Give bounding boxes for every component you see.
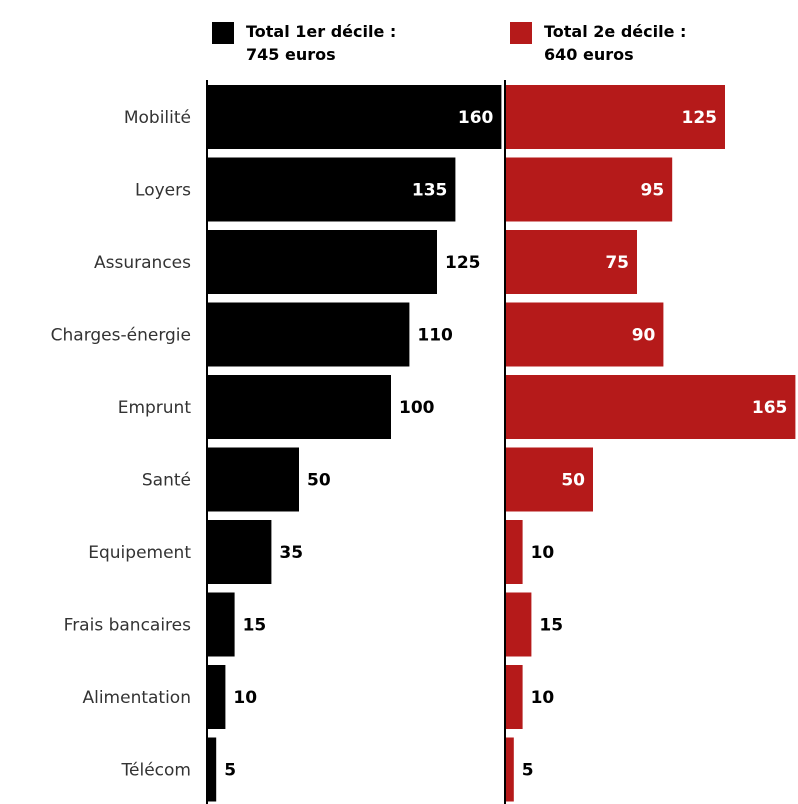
category-label: Emprunt: [118, 398, 192, 418]
category-label: Frais bancaires: [64, 616, 191, 636]
bar-decile-1: [207, 157, 456, 222]
category-label: Assurances: [94, 253, 191, 273]
bar-decile-1: [207, 375, 391, 439]
legend-item-decile-1: Total 1er décile : 745 euros: [212, 20, 396, 66]
bar-decile-2: [505, 157, 673, 222]
bar-decile-1: [207, 302, 410, 367]
value-label-decile-1: 135: [412, 181, 448, 201]
bar-decile-2: [505, 85, 725, 149]
legend-label-decile-1: Total 1er décile :: [246, 22, 397, 41]
legend-item-decile-2: Total 2e décile : 640 euros: [510, 20, 686, 66]
legend-swatch-decile-1: [212, 22, 234, 44]
value-label-decile-1: 15: [243, 616, 267, 636]
value-label-decile-1: 110: [417, 326, 453, 346]
value-label-decile-2: 90: [632, 326, 656, 346]
value-label-decile-1: 35: [279, 543, 303, 563]
value-label-decile-2: 125: [682, 108, 718, 128]
value-label-decile-2: 5: [522, 761, 534, 781]
value-label-decile-1: 100: [399, 398, 435, 418]
category-label: Equipement: [88, 543, 191, 563]
legend-swatch-decile-2: [510, 22, 532, 44]
value-label-decile-2: 10: [531, 688, 555, 708]
value-label-decile-2: 50: [561, 471, 585, 491]
bar-decile-2: [505, 737, 514, 802]
value-label-decile-2: 95: [641, 181, 665, 201]
bar-decile-2: [505, 592, 532, 657]
legend-total-decile-2: 640 euros: [544, 45, 634, 64]
bar-decile-2: [505, 520, 523, 584]
category-label: Santé: [142, 471, 191, 491]
value-label-decile-1: 10: [233, 688, 257, 708]
bar-decile-1: [207, 85, 502, 149]
category-label: Mobilité: [124, 108, 191, 128]
bar-decile-2: [505, 230, 637, 294]
bar-decile-1: [207, 737, 217, 802]
bar-decile-1: [207, 230, 437, 294]
bar-decile-2: [505, 665, 523, 729]
value-label-decile-1: 125: [445, 253, 481, 273]
bar-decile-2: [505, 375, 796, 439]
value-label-decile-2: 75: [605, 253, 629, 273]
bar-decile-2: [505, 447, 593, 512]
category-label: Charges-énergie: [51, 326, 191, 346]
value-label-decile-1: 160: [458, 108, 494, 128]
category-label: Alimentation: [82, 688, 191, 708]
category-label: Loyers: [135, 181, 191, 201]
bar-decile-1: [207, 447, 299, 512]
bar-decile-1: [207, 665, 226, 729]
value-label-decile-1: 50: [307, 471, 331, 491]
bar-decile-2: [505, 302, 664, 367]
value-label-decile-2: 15: [539, 616, 563, 636]
legend-total-decile-1: 745 euros: [246, 45, 336, 64]
bar-decile-1: [207, 520, 272, 584]
legend-label-decile-2: Total 2e décile :: [544, 22, 687, 41]
value-label-decile-2: 10: [531, 543, 555, 563]
value-label-decile-2: 165: [752, 398, 788, 418]
value-label-decile-1: 5: [224, 761, 236, 781]
category-label: Télécom: [121, 761, 191, 781]
bar-decile-1: [207, 592, 235, 657]
